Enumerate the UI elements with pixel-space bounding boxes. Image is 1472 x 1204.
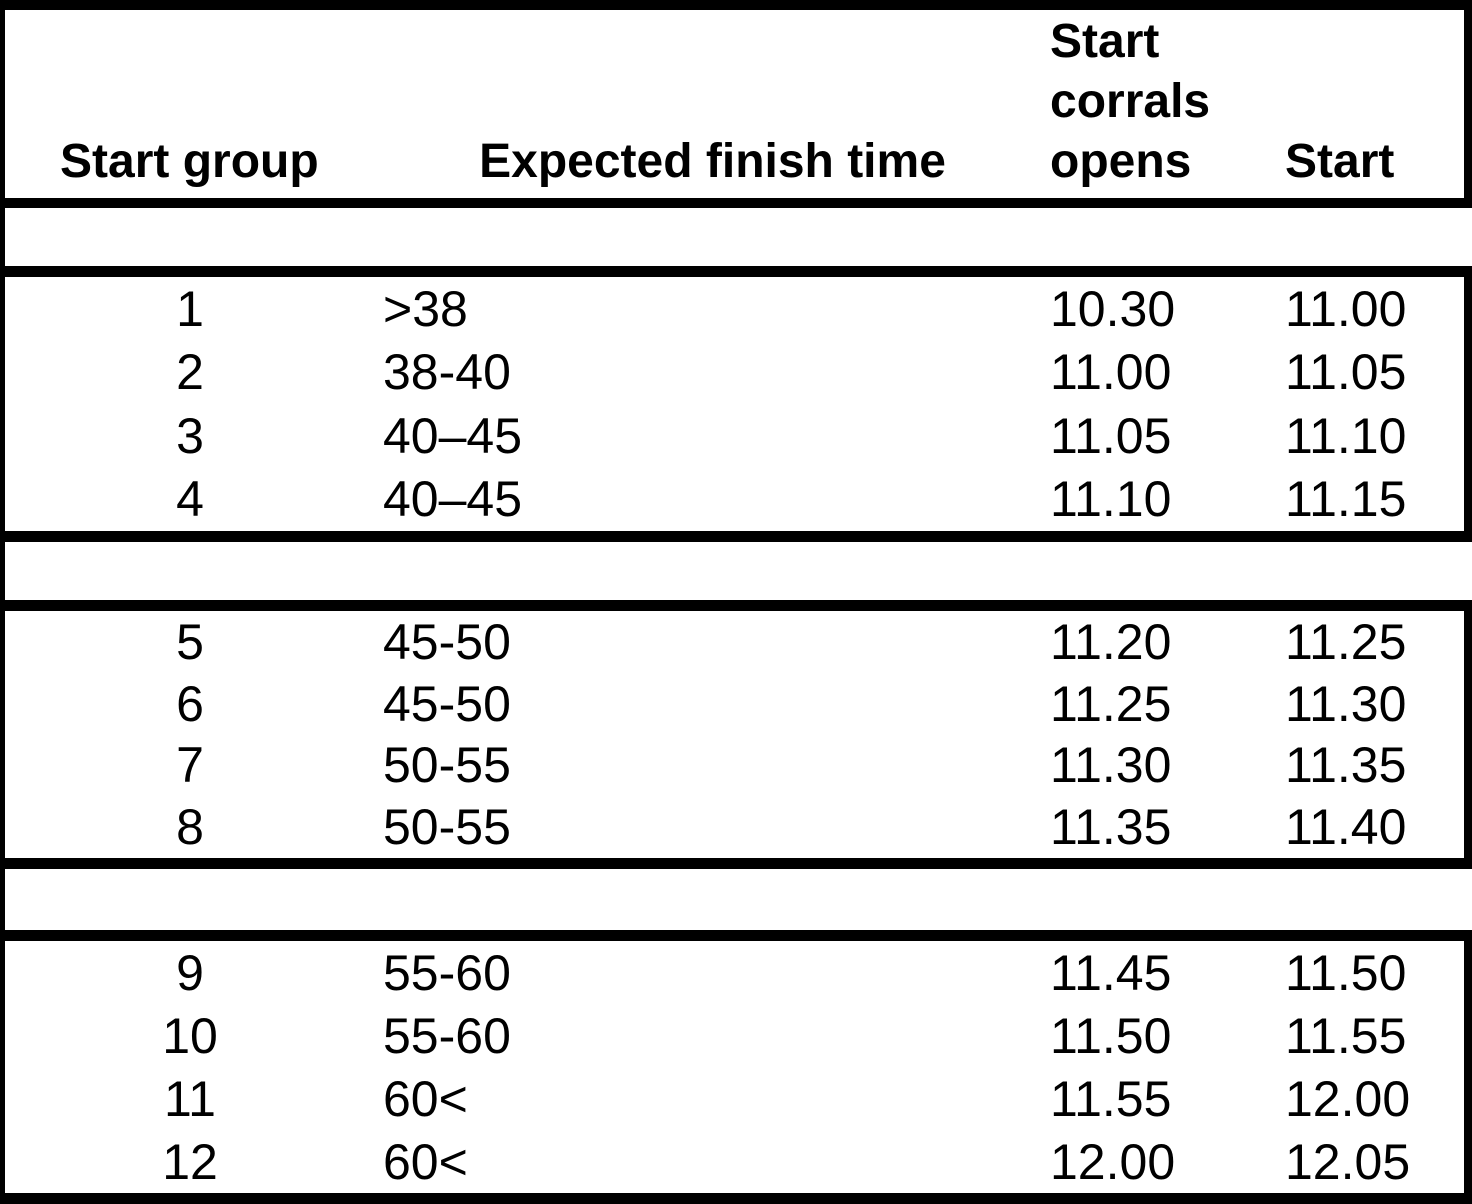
finish-time-cell: 55-60 — [383, 944, 511, 1001]
table-row: 2 38-40 11.00 11.05 — [5, 341, 1464, 405]
start-time-cell: 11.50 — [1285, 944, 1407, 1001]
corrals-open-cell: 11.35 — [1050, 799, 1172, 856]
corrals-open-cell: 10.30 — [1050, 280, 1176, 337]
finish-time-cell: >38 — [383, 280, 468, 337]
finish-time-cell: 55-60 — [383, 1007, 511, 1064]
header-cell-start-corrals-opens: Start corrals opens — [1050, 15, 1211, 188]
start-group-cell: 12 — [162, 1133, 218, 1190]
header-cell-start-group: Start group — [60, 135, 319, 188]
start-time-cell: 11.10 — [1285, 407, 1407, 464]
corrals-open-cell: 11.20 — [1050, 613, 1172, 670]
corrals-open-cell: 11.30 — [1050, 737, 1172, 794]
finish-time-cell: 60< — [383, 1133, 468, 1190]
start-group-cell: 1 — [176, 280, 204, 337]
corrals-open-cell: 11.10 — [1050, 471, 1172, 528]
start-time-cell: 11.40 — [1285, 799, 1407, 856]
group-block-1: 1 >38 10.30 11.00 2 38-40 11.00 11.05 3 … — [0, 266, 1472, 542]
start-group-cell: 3 — [176, 407, 204, 464]
finish-time-cell: 40–45 — [383, 471, 523, 528]
spacer-row — [0, 208, 1472, 266]
start-time-cell: 12.05 — [1285, 1133, 1411, 1190]
start-time-cell: 12.00 — [1285, 1070, 1411, 1127]
header-row: Start group Expected finish time Start c… — [0, 0, 1472, 208]
start-time-cell: 11.05 — [1285, 344, 1407, 401]
corrals-open-cell: 11.25 — [1050, 675, 1172, 732]
finish-time-cell: 45-50 — [383, 613, 511, 670]
corrals-open-cell: 11.00 — [1050, 344, 1172, 401]
finish-time-cell: 50-55 — [383, 799, 511, 856]
start-group-cell: 5 — [176, 613, 204, 670]
table-row: 11 60< 11.55 12.00 — [5, 1067, 1464, 1130]
start-group-cell: 11 — [164, 1070, 216, 1127]
start-group-cell: 7 — [176, 737, 204, 794]
start-time-cell: 11.25 — [1285, 613, 1407, 670]
header-cell-expected-finish-time: Expected finish time — [479, 135, 946, 188]
table-row: 4 40–45 11.10 11.15 — [5, 468, 1464, 532]
group-block-2: 5 45-50 11.20 11.25 6 45-50 11.25 11.30 … — [0, 600, 1472, 869]
header-cell-start: Start — [1285, 135, 1395, 188]
corrals-open-cell: 11.55 — [1050, 1070, 1172, 1127]
start-group-cell: 2 — [176, 344, 204, 401]
finish-time-cell: 38-40 — [383, 344, 511, 401]
finish-time-cell: 60< — [383, 1070, 468, 1127]
corrals-open-cell: 11.05 — [1050, 407, 1172, 464]
start-time-cell: 11.15 — [1285, 471, 1407, 528]
start-time-cell: 11.35 — [1285, 737, 1407, 794]
table-row: 3 40–45 11.05 11.10 — [5, 404, 1464, 468]
corrals-open-cell: 11.50 — [1050, 1007, 1172, 1064]
finish-time-cell: 40–45 — [383, 407, 523, 464]
start-group-cell: 4 — [176, 471, 204, 528]
start-time-cell: 11.55 — [1285, 1007, 1407, 1064]
start-group-cell: 8 — [176, 799, 204, 856]
table-row: 10 55-60 11.50 11.55 — [5, 1004, 1464, 1067]
start-time-cell: 11.00 — [1285, 280, 1407, 337]
table-row: 8 50-55 11.35 11.40 — [5, 796, 1464, 858]
start-group-cell: 10 — [162, 1007, 218, 1064]
spacer-row — [0, 869, 1472, 930]
start-time-cell: 11.30 — [1285, 675, 1407, 732]
start-group-cell: 9 — [176, 944, 204, 1001]
finish-time-cell: 50-55 — [383, 737, 511, 794]
group-block-3: 9 55-60 11.45 11.50 10 55-60 11.50 11.55… — [0, 930, 1472, 1204]
table-row: 1 >38 10.30 11.00 — [5, 277, 1464, 341]
table-row: 6 45-50 11.25 11.30 — [5, 673, 1464, 735]
finish-time-cell: 45-50 — [383, 675, 511, 732]
spacer-row — [0, 542, 1472, 600]
table-row: 5 45-50 11.20 11.25 — [5, 611, 1464, 673]
table-row: 12 60< 12.00 12.05 — [5, 1130, 1464, 1193]
start-group-cell: 6 — [176, 675, 204, 732]
corrals-open-cell: 11.45 — [1050, 944, 1172, 1001]
table-row: 7 50-55 11.30 11.35 — [5, 735, 1464, 797]
table-row: 9 55-60 11.45 11.50 — [5, 941, 1464, 1004]
corrals-open-cell: 12.00 — [1050, 1133, 1176, 1190]
